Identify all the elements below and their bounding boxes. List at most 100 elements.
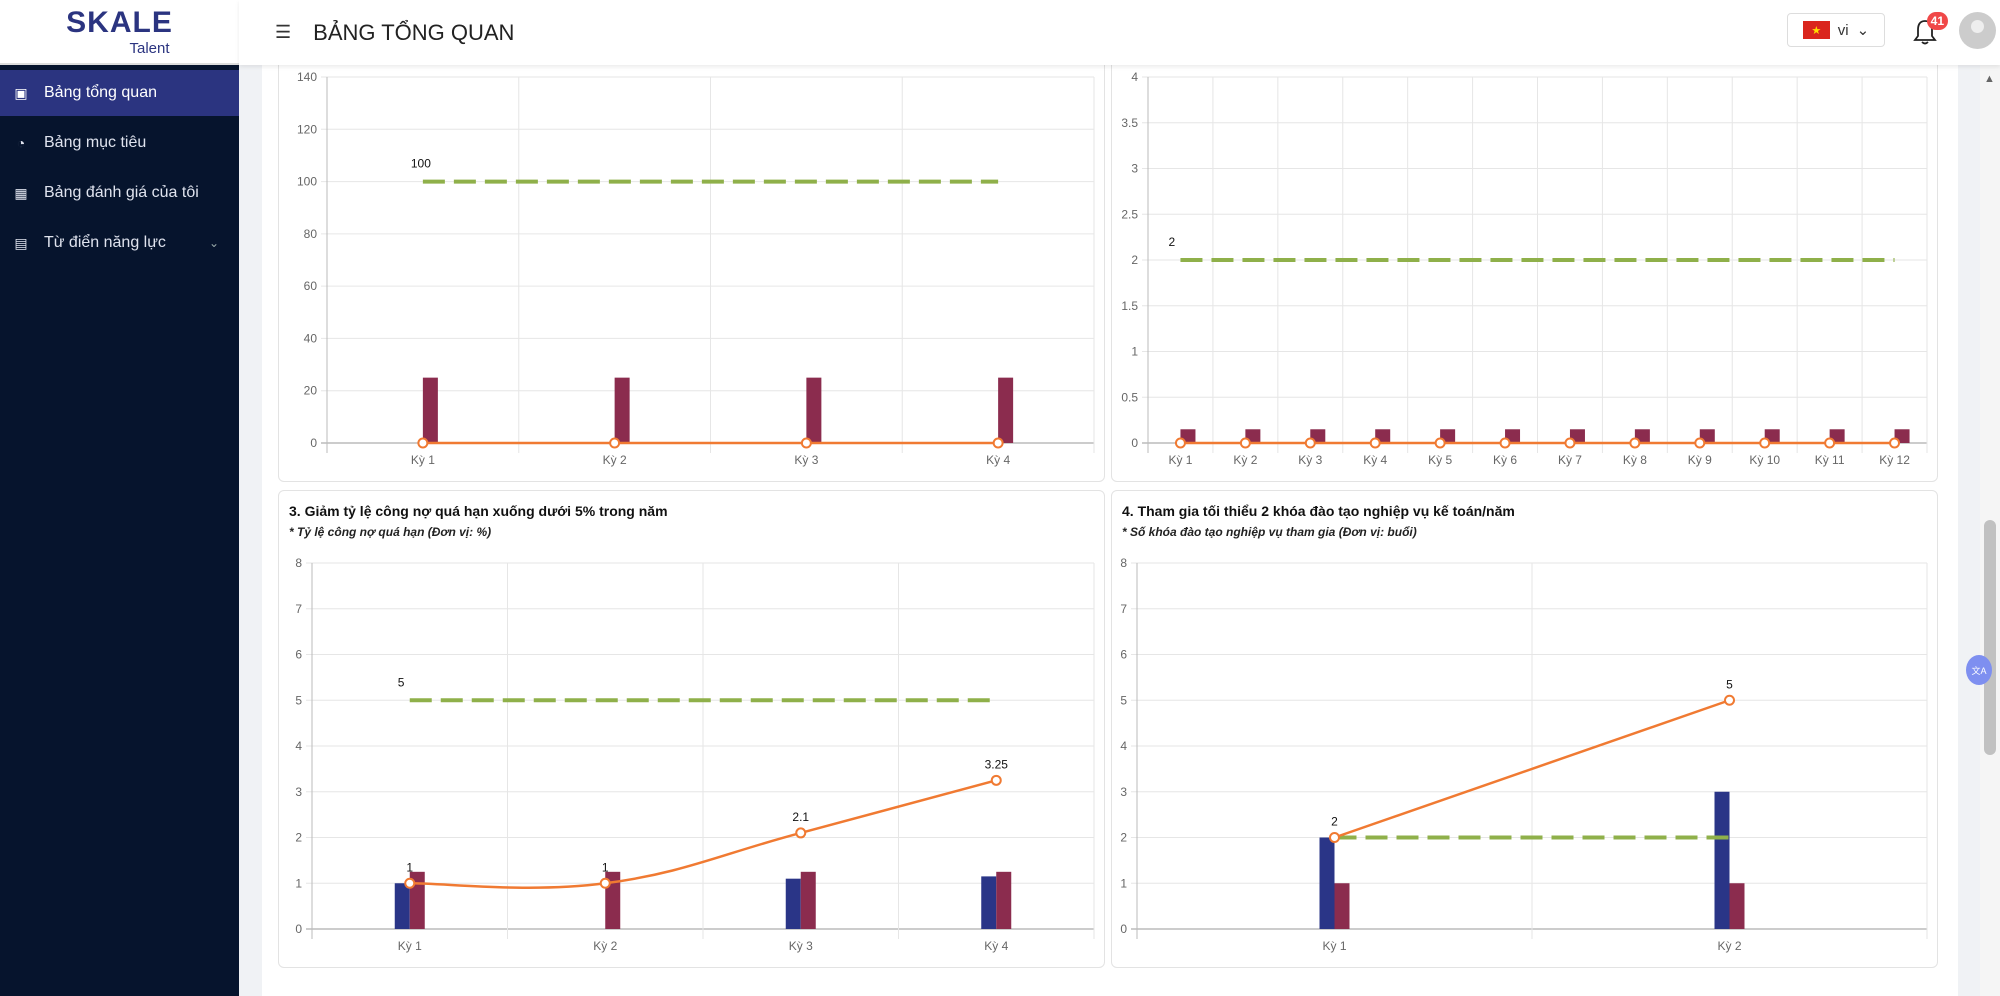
x-tick-label: Kỳ 7 [1558,453,1582,467]
actual-line [1334,699,1730,839]
gauge-icon: ◔ [16,135,26,151]
sidebar-item-label: Từ điển năng lực [44,234,166,251]
y-tick-label: 3 [295,785,302,799]
line-point [1724,694,1735,706]
chart-3: 0 1 2 3 4 5 6 7 8 Kỳ 1 Kỳ 2 Kỳ 3 Kỳ 4 5 1 1 2.1 3.25 [295,556,1095,953]
chart-card-2: 0 0.5 1 1.5 2 2.5 3 3.5 4 Kỳ 1 Kỳ 2 Kỳ 3 Kỳ 4 Kỳ 5 Kỳ … [1111,58,1938,482]
y-tick-label: 120 [297,122,317,136]
language-select[interactable]: ★ vi ⌄ [1787,13,1885,47]
y-tick-label: 2.5 [1121,207,1138,221]
y-tick-label: 80 [304,227,318,241]
x-tick-label: Kỳ 4 [1363,453,1387,467]
y-tick-label: 1 [1131,345,1138,359]
y-tick-label: 0.5 [1121,390,1138,404]
logo-subtext: Talent [129,40,170,57]
x-tick-label: Kỳ 12 [1879,453,1910,467]
y-tick-label: 40 [304,331,318,345]
line-point [1369,437,1381,449]
line-point [1239,437,1251,449]
translate-icon[interactable]: 文A [1966,655,1992,685]
y-tick-label: 20 [304,384,318,398]
chart-1: 0 20 40 60 80 100 120 140 Kỳ 1 Kỳ 2 Kỳ 3 Kỳ 4 100 [297,70,1095,467]
scrollbar[interactable]: ▲ [1980,65,2000,996]
chart-card-3: 3. Giảm tỷ lệ công nợ quá hạn xuống dưới… [278,490,1105,968]
x-tick-label: Kỳ 1 [1322,939,1346,953]
y-tick-label: 8 [1120,556,1127,570]
x-tick-label: Kỳ 3 [1298,453,1322,467]
dashboard-icon: ▣ [14,84,28,101]
logo-text: SKALE [66,6,173,39]
y-tick-label: 100 [297,175,317,189]
x-tick-label: Kỳ 1 [411,453,435,467]
y-tick-label: 6 [295,648,302,662]
bar-actual [1714,791,1730,929]
line-point [1564,437,1576,449]
x-tick-label: Kỳ 10 [1749,453,1780,467]
book-icon: ▤ [14,234,28,251]
sidebar-item-evaluations[interactable]: ▦ Bảng đánh giá của tôi [0,170,239,216]
point-label: 2 [1331,815,1338,829]
chevron-down-icon: ⌄ [208,236,219,250]
y-tick-label: 8 [295,556,302,570]
x-tick-label: Kỳ 8 [1623,453,1647,467]
target-label: 5 [398,675,405,689]
table-icon: ▦ [14,184,28,201]
x-tick-label: Kỳ 6 [1493,453,1517,467]
x-tick-label: Kỳ 2 [1233,453,1257,467]
y-tick-label: 60 [304,279,318,293]
x-tick-label: Kỳ 1 [1168,453,1192,467]
line-point [990,774,1002,786]
menu-toggle-icon[interactable]: ☰ [275,22,292,42]
line-point [417,437,429,449]
y-tick-label: 2 [1131,253,1138,267]
y-tick-label: 7 [295,602,302,616]
chart-2: 0 0.5 1 1.5 2 2.5 3 3.5 4 Kỳ 1 Kỳ 2 Kỳ 3 Kỳ 4 Kỳ 5 Kỳ … [1121,70,1928,467]
sidebar-item-label: Bảng mục tiêu [44,134,147,151]
chevron-down-icon: ⌄ [1856,22,1870,39]
chart-subtitle: * Số khóa đào tạo nghiệp vụ tham gia (Đơ… [1122,525,1417,539]
y-tick-label: 0 [1131,436,1138,450]
line-point [795,827,807,839]
bar-plan [1729,883,1745,929]
sidebar-item-competency-dictionary[interactable]: ▤ Từ điển năng lực ⌄ [0,220,239,266]
point-label: 3.25 [985,757,1009,771]
y-tick-label: 4 [1131,70,1138,84]
actual-line [409,779,997,889]
line-point [1304,437,1316,449]
sidebar-item-dashboard[interactable]: ▣ Bảng tổng quan [0,70,239,116]
notification-badge: 41 [1926,12,1948,30]
target-label: 100 [411,157,431,171]
y-tick-label: 3 [1131,162,1138,176]
x-tick-label: Kỳ 5 [1428,453,1452,467]
y-tick-label: 4 [295,739,302,753]
line-point [1694,437,1706,449]
line-point [599,877,611,889]
y-tick-label: 5 [1120,693,1127,707]
sidebar-item-goals[interactable]: ◔ Bảng mục tiêu [0,120,239,166]
x-tick-label: Kỳ 2 [603,453,627,467]
logo[interactable]: SKALE Talent [0,0,239,65]
bar-plan [998,377,1014,443]
y-tick-label: 1.5 [1121,299,1138,313]
scroll-up-icon[interactable]: ▲ [1984,73,1995,85]
y-tick-label: 140 [297,70,317,84]
y-tick-label: 2 [1120,831,1127,845]
bar-actual [394,883,410,929]
y-tick-label: 0 [295,922,302,936]
scrollbar-thumb[interactable] [1984,520,1996,755]
bar-actual [981,876,997,929]
bar-plan [422,377,438,443]
y-tick-label: 3 [1120,785,1127,799]
y-tick-label: 0 [1120,922,1127,936]
line-point [609,437,621,449]
avatar[interactable] [1959,12,1996,49]
chart-card-4: 4. Tham gia tối thiểu 2 khóa đào tạo ngh… [1111,490,1938,968]
x-tick-label: Kỳ 11 [1815,453,1845,467]
y-tick-label: 2 [295,831,302,845]
x-tick-label: Kỳ 9 [1688,453,1712,467]
target-label: 2 [1168,235,1175,249]
x-tick-label: Kỳ 2 [593,939,617,953]
page-title: BẢNG TỔNG QUAN [313,19,515,45]
chart-title: 4. Tham gia tối thiểu 2 khóa đào tạo ngh… [1122,503,1515,519]
bar-actual [1319,837,1335,929]
